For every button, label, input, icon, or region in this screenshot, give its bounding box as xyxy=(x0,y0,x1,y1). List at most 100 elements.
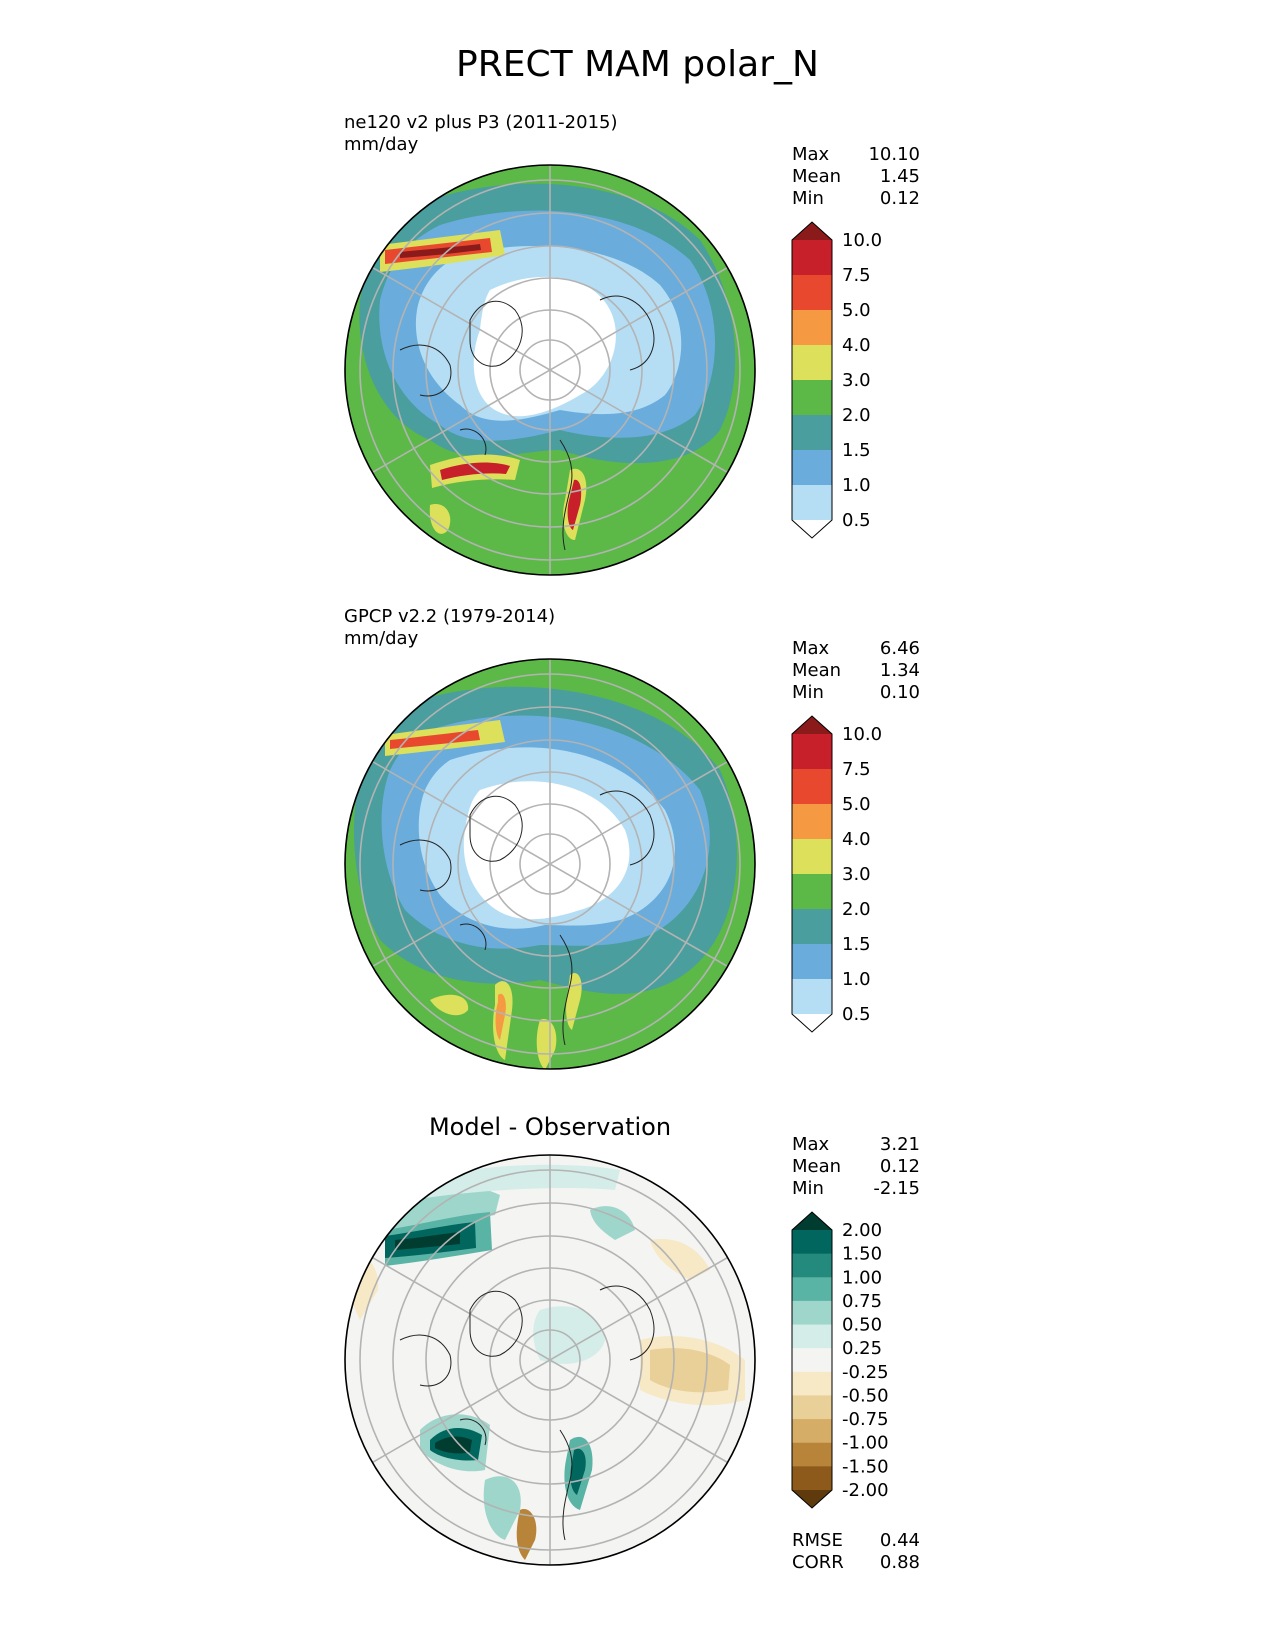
colorbar-tick-label: 7.5 xyxy=(842,759,871,780)
panel-1-heading: ne120 v2 plus P3 (2011-2015) xyxy=(344,112,618,133)
colorbar-segment xyxy=(792,909,832,945)
colorbar-segment xyxy=(792,1300,832,1326)
colorbar-tick-label: 10.0 xyxy=(842,724,882,745)
colorbar-segment xyxy=(792,275,832,311)
colorbar-segment xyxy=(792,1371,832,1396)
colorbar-segment xyxy=(792,415,832,451)
panel-2-heading: GPCP v2.2 (1979-2014) xyxy=(344,606,556,627)
stat-mean-value: 1.34 xyxy=(879,660,920,681)
colorbar-segment xyxy=(792,450,832,486)
stat-max-value: 10.10 xyxy=(868,144,920,165)
colorbar-tick-label: 1.0 xyxy=(842,475,871,496)
colorbar-tick-label: 10.0 xyxy=(842,230,882,251)
panel-3-stats: Max 3.21 Mean 0.12 Min -2.15 xyxy=(792,1134,920,1200)
colorbar-segment xyxy=(792,1324,832,1349)
colorbar-segment xyxy=(792,979,832,1015)
colorbar-extend-min xyxy=(792,1490,832,1508)
colorbar-tick-label: -2.00 xyxy=(842,1480,889,1501)
colorbar-tick-label: 0.25 xyxy=(842,1338,882,1359)
panel-3-metrics: RMSE 0.44 CORR 0.88 xyxy=(792,1530,920,1574)
panel-1-stats: Max 10.10 Mean 1.45 Min 0.12 xyxy=(792,144,920,210)
colorbar-tick-label: 1.5 xyxy=(842,440,871,461)
colorbar-tick-label: 4.0 xyxy=(842,829,871,850)
colorbar-outline xyxy=(791,221,833,539)
panel-1-colorbar: 10.0 7.5 5.0 4.0 3.0 2.0 1.5 1.0 0.5 xyxy=(791,221,882,539)
colorbar-tick-label: 1.00 xyxy=(842,1267,882,1288)
stat-max-label: Max xyxy=(792,638,830,659)
colorbar-segment xyxy=(792,1419,832,1444)
colorbar-extend-max xyxy=(792,716,832,734)
rmse-label: RMSE xyxy=(792,1530,843,1551)
colorbar-tick-label: 2.00 xyxy=(842,1220,882,1241)
colorbar-tick-label: 1.50 xyxy=(842,1244,882,1265)
stat-min-label: Min xyxy=(792,188,824,209)
colorbar-segment xyxy=(792,310,832,346)
panel-2-stats: Max 6.46 Mean 1.34 Min 0.10 xyxy=(792,638,920,704)
colorbar-tick-label: 5.0 xyxy=(842,794,871,815)
stat-min-value: 0.10 xyxy=(879,682,920,703)
colorbar-segment xyxy=(792,345,832,381)
colorbar-tick-label: 0.5 xyxy=(842,1004,871,1025)
colorbar-tick-label: 0.50 xyxy=(842,1315,882,1336)
colorbar-segment xyxy=(792,874,832,910)
colorbar-extend-max xyxy=(792,1212,832,1230)
colorbar-extend-max xyxy=(792,222,832,240)
colorbar-tick-label: -0.25 xyxy=(842,1362,889,1383)
colorbar-tick-label: -0.75 xyxy=(842,1409,889,1430)
panel-2-colorbar: 10.0 7.5 5.0 4.0 3.0 2.0 1.5 1.0 0.5 xyxy=(791,715,882,1033)
corr-value: 0.88 xyxy=(879,1552,920,1573)
colorbar-tick-label: 4.0 xyxy=(842,335,871,356)
panel-3-heading: Model - Observation xyxy=(428,1113,672,1141)
stat-mean-label: Mean xyxy=(792,1156,842,1177)
colorbar-segment xyxy=(792,485,832,521)
colorbar-extend-min xyxy=(792,1014,832,1032)
colorbar-segment xyxy=(792,944,832,980)
colorbar-segment xyxy=(792,734,832,770)
colorbar-segment xyxy=(792,804,832,840)
colorbar-tick-label: 3.0 xyxy=(842,864,871,885)
colorbar-segment xyxy=(792,1395,832,1420)
colorbar-tick-label: -1.00 xyxy=(842,1433,889,1454)
figure-title: PRECT MAM polar_N xyxy=(456,44,819,85)
colorbar-segment xyxy=(792,1277,832,1302)
colorbar-tick-label: 0.75 xyxy=(842,1291,882,1312)
stat-max-label: Max xyxy=(792,144,830,165)
stat-min-value: -2.15 xyxy=(873,1178,920,1199)
colorbar-tick-label: 3.0 xyxy=(842,370,871,391)
stat-min-label: Min xyxy=(792,1178,824,1199)
stat-min-label: Min xyxy=(792,682,824,703)
rmse-value: 0.44 xyxy=(879,1530,920,1551)
colorbar-segment xyxy=(792,380,832,416)
colorbar-segment xyxy=(792,1230,832,1255)
colorbar-tick-label: -0.50 xyxy=(842,1385,889,1406)
colorbar-tick-label: 2.0 xyxy=(842,405,871,426)
colorbar-segment xyxy=(792,240,832,276)
corr-label: CORR xyxy=(792,1552,844,1573)
panel-1-units: mm/day xyxy=(344,134,419,155)
panel-3-colorbar: 2.00 1.501.00 0.75 0.500.25 -0.25-0.50 -0.75 -… xyxy=(791,1211,889,1509)
stat-max-value: 6.46 xyxy=(879,638,920,659)
colorbar-tick-label: 2.0 xyxy=(842,899,871,920)
colorbar-tick-label: 1.0 xyxy=(842,969,871,990)
stat-max-value: 3.21 xyxy=(879,1134,920,1155)
colorbar-extend-min xyxy=(792,520,832,538)
colorbar-tick-label: -1.50 xyxy=(842,1456,889,1477)
stat-min-value: 0.12 xyxy=(879,188,920,209)
panel-2-units: mm/day xyxy=(344,628,419,649)
colorbar-segment xyxy=(792,1348,832,1373)
colorbar-segment xyxy=(792,839,832,875)
stat-max-label: Max xyxy=(792,1134,830,1155)
colorbar-outline xyxy=(791,1211,833,1509)
colorbar-tick-label: 7.5 xyxy=(842,265,871,286)
colorbar-segment xyxy=(792,769,832,805)
colorbar-segment xyxy=(792,1442,832,1467)
stat-mean-label: Mean xyxy=(792,166,842,187)
colorbar-segment xyxy=(792,1253,832,1278)
colorbar-tick-label: 1.5 xyxy=(842,934,871,955)
stat-mean-label: Mean xyxy=(792,660,842,681)
stat-mean-value: 0.12 xyxy=(879,1156,920,1177)
stat-mean-value: 1.45 xyxy=(879,166,920,187)
